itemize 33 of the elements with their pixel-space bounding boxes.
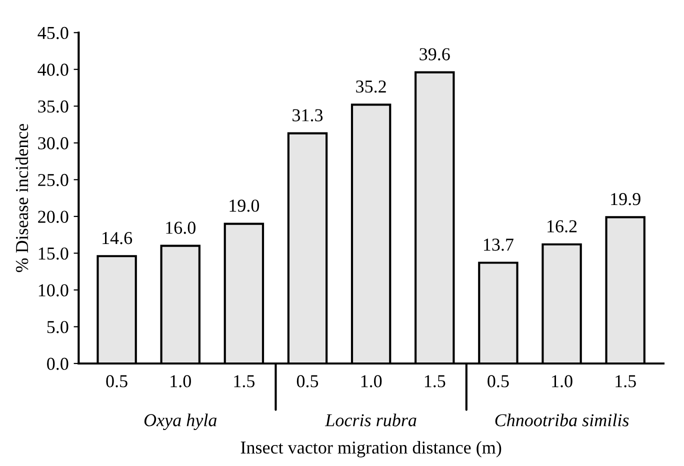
x-tick-label: 0.5 xyxy=(106,375,128,388)
y-tick-label: 30.0 xyxy=(38,137,68,150)
y-tick-label: 45.0 xyxy=(38,26,68,40)
data-label: 35.2 xyxy=(356,80,386,93)
x-tick-label: 1.5 xyxy=(234,375,255,388)
y-tick-label: 35.0 xyxy=(38,100,68,113)
y-tick-label: 5.0 xyxy=(47,320,68,334)
data-label: 19.9 xyxy=(611,193,640,206)
y-tick-label: 40.0 xyxy=(38,64,68,76)
text: Locris rubra xyxy=(324,414,416,426)
y-tick-label: 20.0 xyxy=(38,210,68,223)
text: Chnootriba similis xyxy=(495,414,629,426)
data-label: 14.6 xyxy=(102,232,132,244)
y-axis-title: % Disease incidence xyxy=(15,124,28,272)
x-tick-label: 1.0 xyxy=(552,375,572,388)
x-tick-label: 0.5 xyxy=(488,375,509,388)
text: Oxya hyla xyxy=(144,414,217,430)
y-tick-label: 15.0 xyxy=(38,247,68,260)
x-tick-label: 1.0 xyxy=(361,375,382,388)
data-label: 19.0 xyxy=(230,200,260,212)
y-tick-label: 25.0 xyxy=(38,174,68,186)
data-label: 39.6 xyxy=(420,48,450,60)
x-tick-label: 1.5 xyxy=(424,375,446,388)
data-label: 16.0 xyxy=(166,222,196,234)
y-tick-label: 0.0 xyxy=(47,358,68,370)
data-label: 31.3 xyxy=(292,109,323,122)
x-tick-label: 0.5 xyxy=(296,375,318,388)
x-axis-title: Insect vactor migration distance (m) xyxy=(240,440,502,458)
x-tick-label: 1.0 xyxy=(170,375,191,388)
data-label: 13.7 xyxy=(484,238,514,251)
data-label: 16.2 xyxy=(548,220,577,232)
y-tick-label: 10.0 xyxy=(38,284,68,296)
x-tick-label: 1.5 xyxy=(616,375,636,388)
